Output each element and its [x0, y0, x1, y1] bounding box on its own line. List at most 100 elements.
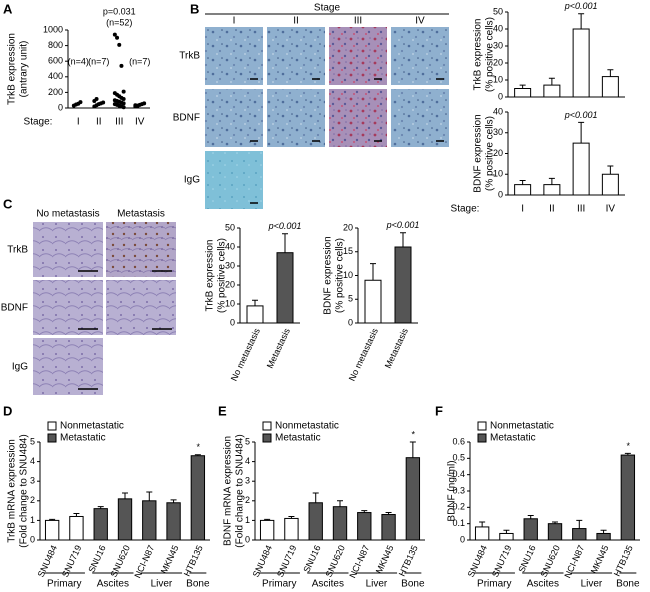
legend-label: Nonmetastatic — [490, 421, 554, 432]
data-point — [112, 32, 117, 37]
annotation: * — [626, 441, 630, 451]
panel-letter: D — [3, 403, 12, 418]
x-tick-label: II — [549, 204, 555, 215]
y-tick-label: 1000 — [43, 24, 63, 34]
y-tick-label: 20 — [493, 148, 503, 158]
bar — [572, 28, 590, 98]
bar — [601, 76, 619, 98]
y-tick-label: 15 — [343, 246, 353, 256]
y-axis-label: (% positive cells) — [485, 17, 496, 92]
y-tick-label: 0 — [30, 534, 35, 544]
bar — [44, 519, 60, 541]
group-label: Liver — [366, 579, 388, 590]
error-bar — [578, 13, 585, 29]
error-bar — [578, 121, 585, 144]
micrograph — [33, 222, 103, 277]
scale-bars — [78, 78, 444, 390]
y-tick-label: 10 — [343, 270, 353, 280]
group-label: Ascites — [312, 579, 344, 590]
data-point — [135, 104, 140, 109]
micrograph — [33, 338, 103, 395]
micrograph — [106, 222, 176, 277]
bar — [474, 526, 490, 541]
error-bar — [194, 454, 201, 456]
y-tick-label: 0.5 — [452, 453, 465, 463]
column-label: Metastasis — [117, 209, 165, 220]
error-bar — [519, 179, 526, 185]
bar — [514, 88, 532, 98]
y-tick-label: 20 — [343, 222, 353, 232]
y-axis-label: BDNF mRNA expression — [223, 436, 234, 546]
x-tick-label: IV — [135, 117, 145, 128]
error-bar — [288, 515, 295, 519]
x-tick-label: SNU16 — [516, 544, 537, 575]
micrograph — [267, 27, 325, 85]
bar — [364, 279, 382, 324]
bar — [308, 502, 323, 541]
error-bar — [607, 69, 614, 77]
bar — [142, 500, 157, 541]
y-tick-label: 0 — [498, 189, 503, 199]
y-axis-label: BDNF expression — [323, 236, 334, 314]
x-tick-label: III — [115, 117, 123, 128]
y-tick-label: 4 — [30, 456, 35, 466]
y-tick-label: 20 — [493, 57, 503, 67]
bar — [284, 517, 299, 541]
bar — [620, 454, 636, 541]
error-bar — [97, 506, 104, 509]
y-axis-label: BDNF expression — [473, 114, 484, 192]
legend-label: Metastatic — [275, 433, 321, 444]
x-tick-label: Metastasis — [383, 326, 410, 370]
bar — [601, 173, 619, 196]
error-bar — [337, 500, 343, 507]
y-tick-label: 5 — [30, 436, 35, 446]
y-axis-label: TrkB expression — [205, 240, 216, 312]
error-bar — [527, 515, 534, 519]
data-point — [117, 42, 122, 47]
x-tick-label: No metastasis — [229, 326, 262, 382]
error-bar — [576, 519, 583, 529]
panel-letter: C — [3, 196, 13, 211]
bar — [166, 502, 181, 541]
y-tick-label: 0 — [460, 534, 465, 544]
y-tick-label: 10 — [493, 74, 503, 84]
y-tick-label: 3 — [30, 476, 35, 486]
micrographs — [33, 27, 449, 395]
error-bar — [400, 232, 406, 247]
y-tick-label: 30 — [493, 40, 503, 50]
micrograph — [329, 89, 387, 147]
bar — [499, 532, 514, 541]
y-tick-label: 40 — [493, 23, 503, 33]
y-tick-label: 0.2 — [452, 502, 465, 512]
row-label: TrkB — [179, 51, 200, 62]
error-bar — [73, 513, 80, 517]
panel-letter: F — [435, 403, 443, 418]
row-label: BDNF — [173, 113, 200, 124]
y-tick-label: 50 — [225, 222, 235, 232]
x-axis-label: Stage: — [24, 117, 53, 128]
y-tick-label: 0 — [245, 534, 250, 544]
micrograph — [391, 89, 449, 147]
data-point — [142, 101, 147, 106]
y-tick-label: 0.3 — [452, 485, 465, 495]
y-tick-label: 0.1 — [452, 518, 465, 528]
row-label: IgG — [184, 175, 200, 186]
group-label: Bone — [401, 579, 425, 590]
column-label: II — [293, 16, 299, 27]
x-tick-label: IV — [606, 204, 616, 215]
group-label: Liver — [581, 579, 603, 590]
annotation: (n=52) — [106, 17, 132, 27]
panel-letter: A — [3, 1, 13, 16]
y-axis-label: (Fold change to SNU484) — [19, 434, 30, 547]
annotation: * — [411, 429, 415, 439]
annotation: p<0.001 — [386, 220, 420, 230]
y-tick-label: 5 — [245, 436, 250, 446]
y-axis-label: (Fold change to SNU484) — [235, 434, 246, 547]
micrograph — [205, 27, 263, 85]
error-bar — [264, 518, 271, 521]
group-label: Liver — [151, 579, 173, 590]
legend-swatch — [477, 421, 487, 431]
group-label: Bone — [186, 579, 210, 590]
bar — [246, 305, 264, 324]
